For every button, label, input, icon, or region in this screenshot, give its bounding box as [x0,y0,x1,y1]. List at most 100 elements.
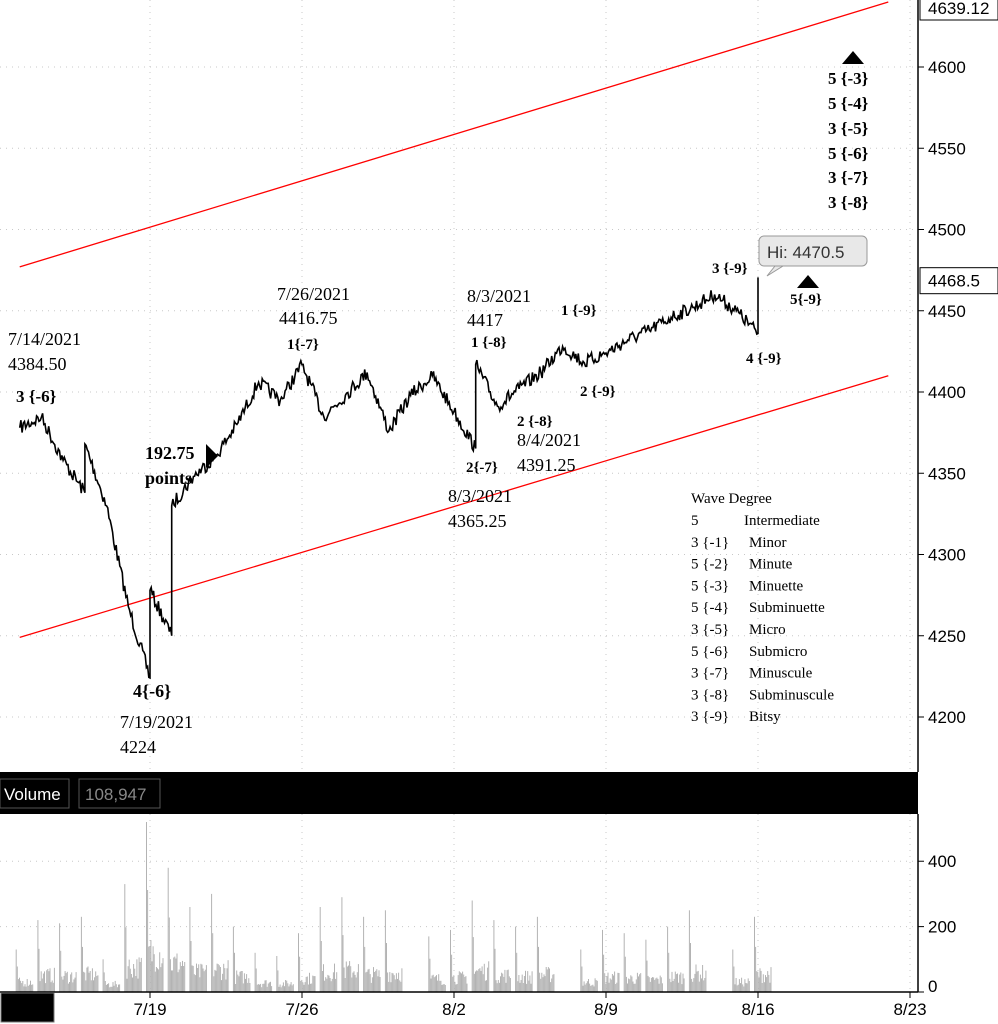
volume-bar [439,980,441,992]
volume-bar [160,967,162,992]
volume-bar [443,984,445,992]
volume-value: 108,947 [85,785,146,804]
volume-bar [215,970,217,992]
volume-bar [498,982,500,992]
volume-bar [670,982,672,992]
volume-bar [430,978,432,992]
volume-bar [522,983,524,992]
volume-bar [59,923,61,992]
volume-bar [399,980,401,992]
volume-bar [197,968,199,992]
volume-bar [291,985,293,992]
volume-bar [458,971,460,992]
volume-bar [50,982,52,992]
volume-bar [740,983,741,992]
volume-bar [542,977,544,992]
volume-bar [183,966,185,992]
price-tick-label: 4250 [928,627,966,646]
volume-bar [270,981,271,992]
volume-bar [455,984,457,992]
volume-bar [218,965,220,992]
volume-bar [540,978,542,992]
volume-bar [124,884,126,992]
volume-bar [471,900,473,992]
volume-bar [90,980,92,992]
volume-bar [367,969,369,992]
volume-bar [672,981,674,992]
volume-bar [193,974,195,992]
volume-bar [348,965,349,992]
volume-bar [290,982,292,992]
volume-bar [267,983,269,992]
volume-bar [32,984,34,992]
volume-bar [370,982,372,992]
volume-bar [114,980,116,992]
volume-bar [227,960,229,992]
volume-bar [680,972,682,992]
volume-bar [67,983,69,992]
volume-bar [505,982,507,992]
volume-bar [394,979,396,992]
volume-panel [0,814,918,992]
x-tick-label: 8/23 [893,1000,926,1019]
volume-bar [261,987,263,992]
volume-bar [41,978,43,992]
volume-bar [238,976,240,992]
volume-bar [748,981,750,992]
volume-bar [452,976,454,992]
volume-bar [305,976,307,992]
volume-bar [454,981,456,992]
volume-bar [179,962,181,992]
volume-bar [705,970,707,992]
volume-bar [204,969,206,992]
volume-bar [357,964,359,992]
volume-bar [692,981,694,992]
legend-code: 3 {-5} [691,622,729,638]
volume-bar [174,956,176,992]
volume-bar [518,975,520,992]
price-tick-label: 4300 [928,546,966,565]
volume-bar [695,964,697,992]
volume-bar [82,946,83,992]
volume-bar [668,952,670,992]
volume-bar [150,940,152,992]
volume-bar [541,972,543,992]
legend-name: Minuscule [749,666,813,682]
volume-bar [65,973,67,992]
volume-bar [60,950,62,992]
volume-bar [658,983,660,992]
volume-bar [678,982,680,992]
volume-bar [248,978,250,992]
volume-bar [371,977,373,992]
volume-bar [583,981,585,992]
volume-bar [768,974,770,992]
annotation-jul14-value: 4384.50 [8,354,67,374]
volume-bar [377,976,379,992]
annotation-jul14-date: 7/14/2021 [8,329,81,349]
volume-bar [673,978,675,992]
volume-bar [344,978,346,992]
volume-bar [286,980,288,992]
volume-bar [636,972,638,992]
legend-name: Subminuette [749,600,825,616]
volume-bar [332,972,334,992]
volume-bar [259,984,260,992]
volume-bar [755,946,757,992]
volume-bar [364,946,366,992]
volume-bar [654,979,656,992]
volume-bar [588,979,589,992]
volume-bar [219,967,221,992]
volume-bar [516,952,518,992]
annotation-aug3b-date: 8/3/2021 [448,486,512,506]
volume-bar [146,822,147,992]
volume-tick-label: 200 [928,918,956,937]
points-arrow-icon [206,444,218,468]
legend-code: 5 {-6} [691,644,729,660]
volume-bar [386,943,387,992]
volume-bar [85,980,87,992]
volume-axis-ticks: 400 200 0 [918,852,956,996]
volume-bar [503,976,505,992]
volume-bar [154,971,156,992]
volume-bar [528,980,530,992]
volume-bar [119,984,121,992]
